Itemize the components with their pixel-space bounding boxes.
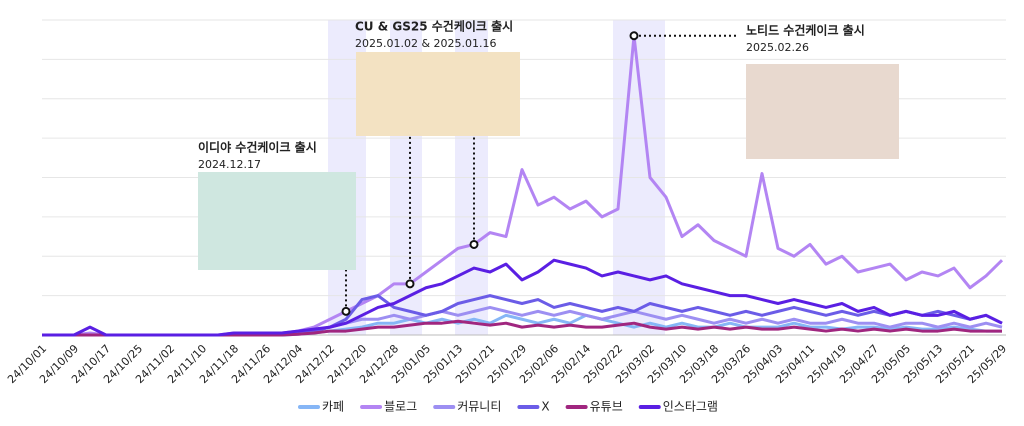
annotation-date: 2025.01.02 & 2025.01.16	[355, 37, 497, 50]
annotation-marker	[405, 279, 415, 289]
annotation-title: 노티드 수건케이크 출시	[746, 23, 865, 38]
legend-label: 유튜브	[590, 400, 623, 414]
annotation-marker	[469, 239, 479, 249]
annotation-image	[356, 52, 520, 136]
legend-label: 커뮤니티	[457, 400, 501, 414]
legend-label: 블로그	[384, 400, 417, 414]
series-line	[42, 258, 1003, 337]
annotation-title: 이디야 수건케이크 출시	[198, 140, 317, 155]
annotation-image	[746, 64, 899, 159]
legend-label: 인스타그램	[663, 400, 718, 414]
annotation-image	[198, 172, 356, 270]
annotation-date: 2024.12.17	[198, 158, 261, 171]
annotation-marker	[629, 31, 639, 41]
annotation-date: 2025.02.26	[746, 41, 809, 54]
legend-label: 카페	[322, 400, 344, 414]
legend-label: X	[541, 400, 549, 414]
annotation-title: CU & GS25 수건케이크 출시	[355, 19, 513, 34]
annotation-marker	[341, 306, 351, 316]
